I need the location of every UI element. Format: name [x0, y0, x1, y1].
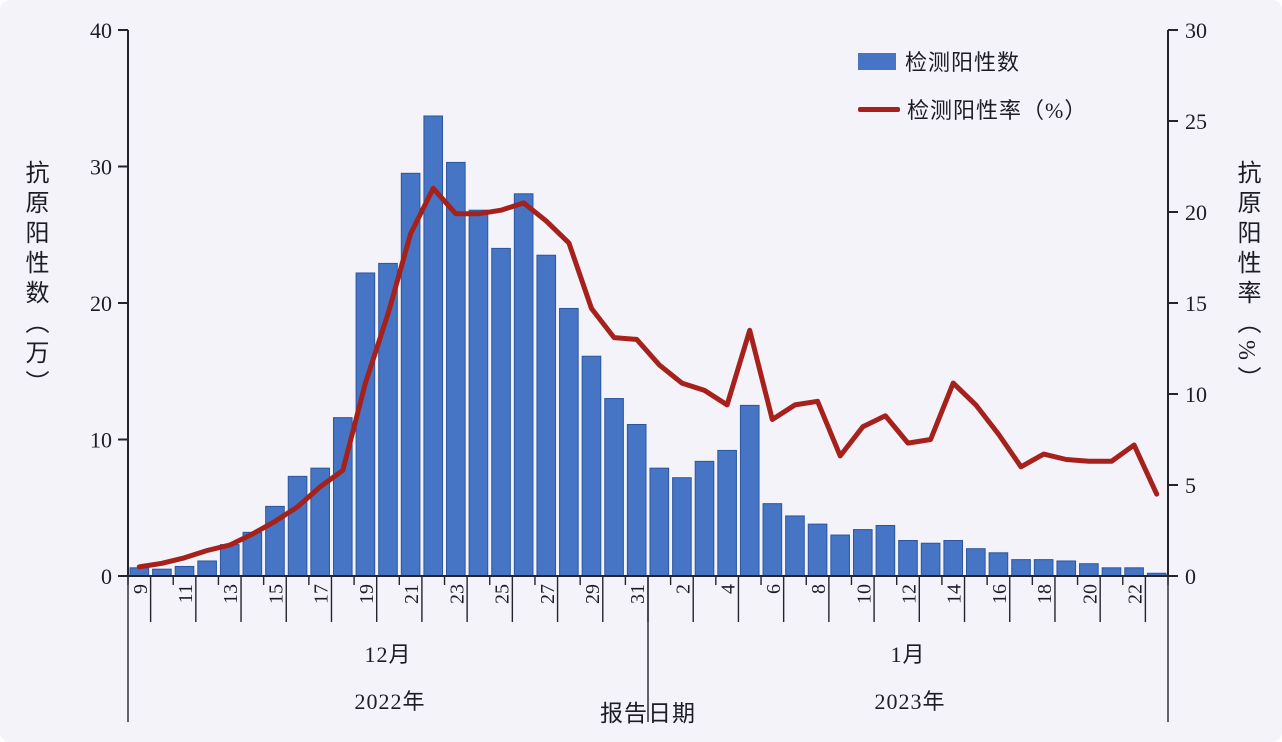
- bar-1-12: [898, 540, 918, 577]
- x-day-label-2: 2: [672, 584, 694, 594]
- bar-1-14: [943, 540, 964, 577]
- x-day-label-15: 15: [265, 584, 287, 604]
- x-day-label-6: 6: [763, 584, 785, 594]
- legend-line-label: 检测阳性率（%）: [907, 98, 1088, 123]
- x-day-label-17: 17: [311, 584, 333, 604]
- bar-12-27: [536, 254, 557, 577]
- x-day-label-14: 14: [944, 584, 966, 604]
- bar-1-10: [852, 529, 873, 577]
- left-tick-label-0: 0: [101, 564, 112, 589]
- bar-1-6: [762, 503, 783, 577]
- right-tick-label-0: 0: [1185, 564, 1196, 589]
- bar-1-8: [807, 523, 828, 577]
- bar-12-23: [446, 161, 466, 577]
- bar-1-9: [830, 534, 850, 577]
- bar-1-18: [1033, 559, 1054, 577]
- legend-item-positive-count: 检测阳性数: [858, 44, 1087, 78]
- legend-item-positive-rate: 检测阳性率（%）: [858, 92, 1087, 126]
- x-day-label-27: 27: [537, 584, 559, 604]
- bar-12-25: [491, 247, 511, 577]
- positive-rate-line: [136, 185, 1160, 570]
- x-day-label-9: 9: [130, 584, 152, 594]
- left-tick-label-30: 30: [90, 155, 112, 180]
- bar-1-15: [966, 548, 986, 577]
- bar-1-1: [649, 467, 670, 577]
- bar-1-3: [694, 460, 715, 577]
- bar-12-22: [423, 115, 444, 577]
- bar-1-17: [1011, 559, 1031, 577]
- x-day-label-21: 21: [401, 584, 423, 604]
- x-day-label-12: 12: [899, 584, 921, 604]
- right-tick-label-10: 10: [1185, 382, 1207, 407]
- year-label-2023: 2023年: [874, 689, 946, 714]
- x-day-label-13: 13: [220, 584, 242, 604]
- x-day-label-8: 8: [808, 584, 830, 594]
- x-day-label-11: 11: [175, 584, 197, 603]
- bar-12-26: [513, 193, 534, 577]
- legend-bar-label: 检测阳性数: [905, 50, 1021, 75]
- month-label-december: 12月: [364, 642, 412, 667]
- bar-12-16: [287, 475, 308, 577]
- legend-line-swatch: [858, 106, 900, 112]
- right-tick-label-5: 5: [1185, 473, 1196, 498]
- x-day-label-19: 19: [356, 584, 378, 604]
- right-axis-title: 抗原阳性率（%）: [1233, 160, 1259, 396]
- left-tick-label-10: 10: [90, 428, 112, 453]
- x-day-label-10: 10: [853, 584, 875, 604]
- left-axis-title: 抗原阳性数（万）: [21, 160, 47, 400]
- year-label-2022: 2022年: [354, 689, 426, 714]
- bar-1-22: [1124, 567, 1144, 577]
- right-tick-label-15: 15: [1185, 291, 1207, 316]
- bar-1-19: [1056, 560, 1077, 577]
- x-day-label-29: 29: [582, 584, 604, 604]
- bar-1-5: [739, 404, 760, 577]
- x-day-label-23: 23: [446, 584, 468, 604]
- x-day-label-4: 4: [718, 584, 740, 594]
- x-axis-title: 报告日期: [600, 701, 696, 726]
- bar-1-13: [920, 542, 941, 577]
- right-tick-label-25: 25: [1185, 109, 1207, 134]
- month-label-january: 1月: [890, 642, 926, 667]
- x-day-label-31: 31: [627, 584, 649, 604]
- x-day-label-25: 25: [492, 584, 514, 604]
- bar-12-13: [219, 544, 240, 577]
- bar-1-7: [785, 515, 805, 577]
- right-tick-label-30: 30: [1185, 18, 1207, 43]
- right-tick-label-20: 20: [1185, 200, 1207, 225]
- bar-12-19: [355, 272, 376, 577]
- bar-1-21: [1101, 567, 1122, 577]
- legend: 检测阳性数 检测阳性率（%）: [858, 44, 1087, 140]
- x-day-label-22: 22: [1125, 584, 1147, 604]
- left-tick-label-20: 20: [90, 291, 112, 316]
- x-day-label-18: 18: [1034, 584, 1056, 604]
- bar-1-20: [1079, 563, 1099, 577]
- bar-1-11: [875, 524, 896, 577]
- bar-12-28: [559, 307, 579, 577]
- bar-1-16: [988, 552, 1009, 577]
- bar-1-2: [672, 477, 692, 577]
- x-day-label-16: 16: [989, 584, 1011, 604]
- bar-12-11: [174, 565, 195, 577]
- bar-12-29: [581, 355, 602, 577]
- bar-12-30: [604, 398, 624, 577]
- left-tick-label-40: 40: [90, 18, 112, 43]
- bar-12-12: [197, 560, 217, 577]
- bar-12-24: [468, 209, 489, 577]
- bar-12-31: [626, 423, 647, 577]
- legend-bar-swatch: [858, 52, 896, 70]
- bar-12-10: [152, 568, 172, 577]
- x-day-label-20: 20: [1079, 584, 1101, 604]
- bar-1-4: [717, 449, 737, 577]
